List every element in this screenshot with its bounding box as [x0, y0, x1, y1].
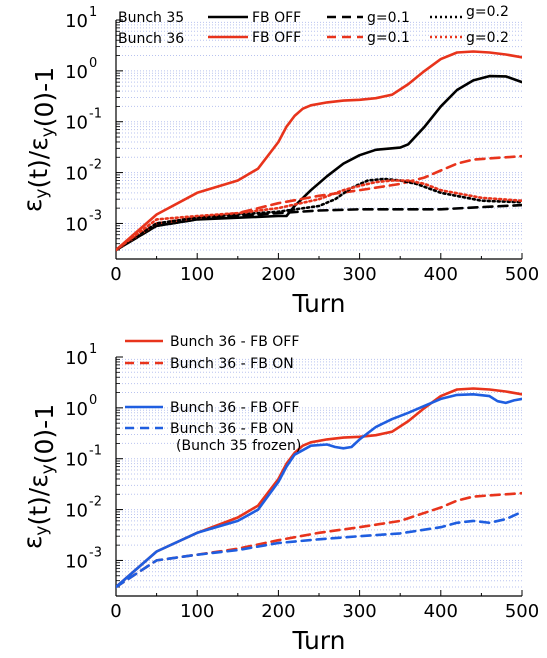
legend: Bunch 35 Bunch 36 FB OFF g=0.1 g=0.2 FB OFF g=…	[118, 4, 509, 47]
x-tick-label: 0	[110, 264, 121, 285]
series-line-4	[116, 154, 522, 252]
y-tick-exponent: -2	[89, 495, 102, 510]
series-line-2	[116, 50, 522, 252]
legend-label: FB OFF	[252, 30, 301, 46]
x-tick-label: 200	[261, 264, 295, 285]
y-tick-label: 10	[65, 164, 88, 185]
legend-header-bunch-36: Bunch 36	[118, 31, 184, 47]
x-tick-label: 0	[110, 601, 121, 622]
legend-label: Bunch 36 - FB ON	[170, 421, 294, 437]
y-tick-exponent: 0	[89, 56, 97, 71]
x-tick-label: 300	[342, 264, 376, 285]
y-tick-exponent: -1	[89, 444, 102, 459]
y-tick-exponent: 0	[89, 393, 97, 408]
series-group	[116, 50, 522, 252]
x-tick-label: 400	[424, 601, 458, 622]
y-tick-exponent: 1	[89, 342, 97, 357]
legend-label: Bunch 36 - FB OFF	[170, 400, 299, 416]
series-line-3	[116, 203, 522, 252]
legend-label: g=0.1	[367, 30, 410, 46]
series-line-3	[116, 393, 522, 589]
y-tick-label: 10	[65, 501, 88, 522]
y-axis-label-subscript: y	[38, 127, 58, 137]
y-tick-label: 10	[65, 113, 88, 134]
x-tick-label: 100	[180, 264, 214, 285]
y-axis-label-subscript: y	[32, 189, 52, 199]
legend-label: g=0.2	[466, 4, 509, 20]
series-line-6	[116, 179, 522, 252]
legend-label: Bunch 36 - FB ON	[170, 356, 294, 372]
series-group	[116, 387, 522, 589]
y-tick-label: 10	[65, 399, 88, 420]
x-tick-label: 500	[505, 264, 539, 285]
series-line-4	[116, 510, 522, 589]
y-tick-label: 10	[65, 62, 88, 83]
legend-label: FB OFF	[252, 10, 301, 26]
y-axis-label-subscript: y	[32, 526, 52, 536]
series-line-5	[116, 177, 522, 252]
y-tick-exponent: -1	[89, 107, 102, 122]
y-axis-label-part: (0)-1	[30, 404, 59, 464]
x-tick-label: 300	[342, 601, 376, 622]
x-axis-label: Turn	[291, 626, 345, 655]
series-line-1	[116, 387, 522, 589]
legend-note: (Bunch 35 frozen)	[176, 438, 301, 454]
legend-label: Bunch 36 - FB OFF	[170, 334, 299, 350]
y-tick-label: 10	[65, 11, 88, 32]
y-axis-label-part: ε	[18, 199, 47, 213]
y-tick-exponent: -3	[89, 208, 102, 223]
x-axis-label: Turn	[291, 289, 345, 318]
y-tick-exponent: 1	[89, 5, 97, 20]
y-tick-label: 10	[65, 348, 88, 369]
y-tick-exponent: -3	[89, 545, 102, 560]
legend: Bunch 36 - FB OFF Bunch 36 - FB ON Bunch 3…	[125, 334, 301, 454]
legend-label: g=0.1	[367, 10, 410, 26]
legend-header-bunch-35: Bunch 35	[118, 10, 184, 26]
y-tick-label: 10	[65, 450, 88, 471]
y-axis-label-part: (0)-1	[30, 67, 59, 127]
y-tick-exponent: -2	[89, 158, 102, 173]
y-axis-label-part: (t)/ε	[24, 474, 53, 525]
y-tick-label: 10	[65, 551, 88, 572]
y-axis-label: εy(t)/εy(0)-1	[18, 67, 59, 212]
y-axis-label-subscript: y	[38, 464, 58, 474]
y-axis-label: εy(t)/εy(0)-1	[18, 404, 59, 549]
y-axis-label-part: (t)/ε	[24, 137, 53, 188]
series-line-1	[116, 74, 522, 252]
y-axis-label-part: ε	[18, 536, 47, 550]
x-tick-label: 500	[505, 601, 539, 622]
x-tick-label: 100	[180, 601, 214, 622]
x-tick-label: 400	[424, 264, 458, 285]
x-tick-label: 200	[261, 601, 295, 622]
y-tick-label: 10	[65, 214, 88, 235]
legend-label: g=0.2	[466, 30, 509, 46]
